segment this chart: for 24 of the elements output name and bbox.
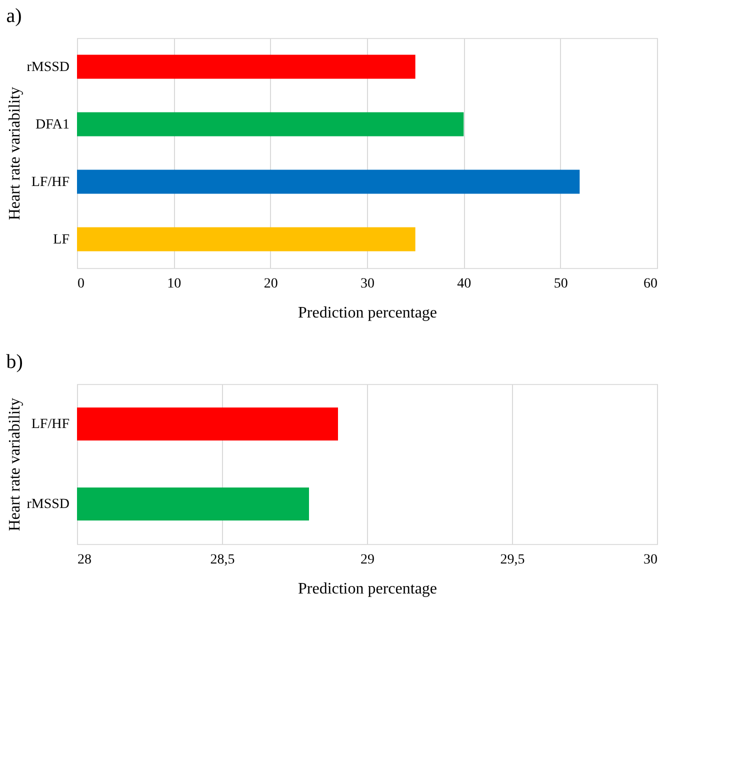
x-axis-title: Prediction percentage — [298, 580, 438, 598]
y-axis-title: Heart rate variability — [6, 398, 24, 532]
x-tick-label: 40 — [457, 276, 472, 292]
y-axis-title: Heart rate variability — [6, 86, 24, 220]
x-tick-label: 29,5 — [500, 552, 525, 568]
y-tick-label: LF/HF — [31, 417, 70, 432]
chart-title: a) — [6, 5, 22, 27]
x-tick-label: 30 — [644, 552, 658, 568]
y-tick-label: DFA1 — [36, 117, 70, 132]
x-tick-label: 28 — [78, 552, 92, 568]
x-tick-label: 10 — [167, 276, 182, 292]
y-tick-label: LF/HF — [31, 174, 70, 190]
chart-title: b) — [6, 351, 23, 373]
x-tick-label: 29 — [360, 552, 374, 568]
x-tick-label: 28,5 — [210, 552, 235, 568]
x-axis-title: Prediction percentage — [298, 304, 438, 322]
x-tick-label: 50 — [554, 276, 568, 292]
x-tick-label: 60 — [644, 276, 658, 292]
y-tick-label: rMSSD — [26, 497, 70, 512]
x-tick-label: 0 — [78, 276, 84, 292]
x-tick-label: 30 — [360, 276, 374, 292]
x-tick-label: 20 — [264, 276, 278, 292]
y-tick-label: rMSSD — [26, 60, 70, 75]
y-tick-label: LF — [53, 232, 70, 248]
